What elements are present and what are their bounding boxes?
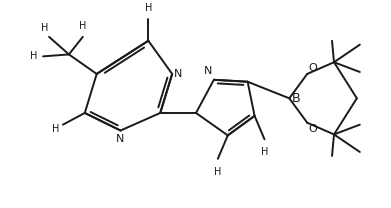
Text: H: H [79, 21, 86, 31]
Text: H: H [41, 23, 49, 33]
Text: H: H [52, 124, 59, 134]
Text: N: N [203, 66, 212, 76]
Text: N: N [117, 134, 125, 144]
Text: O: O [308, 124, 317, 134]
Text: H: H [30, 51, 37, 61]
Text: H: H [145, 4, 152, 14]
Text: B: B [291, 92, 300, 105]
Text: H: H [214, 167, 222, 177]
Text: O: O [308, 63, 317, 73]
Text: H: H [261, 147, 268, 157]
Text: N: N [174, 69, 183, 79]
